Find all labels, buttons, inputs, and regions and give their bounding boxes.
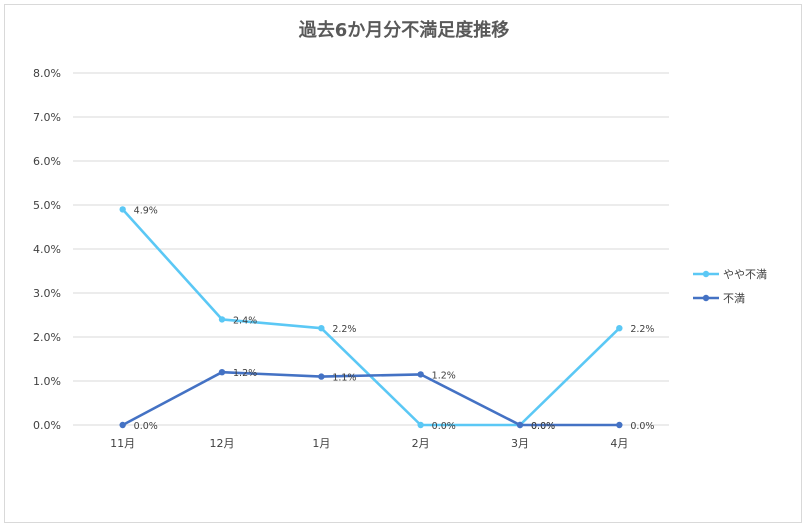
data-label: 0.0% <box>134 421 158 432</box>
y-tick-label: 1.0% <box>33 375 61 388</box>
data-label: 4.9% <box>134 205 158 216</box>
data-label: 1.2% <box>233 368 257 379</box>
data-point <box>119 206 126 213</box>
data-label: 1.2% <box>432 370 456 381</box>
data-point <box>516 421 524 429</box>
data-label: 0.0% <box>531 421 555 432</box>
x-tick-label: 2月 <box>412 437 430 450</box>
y-tick-label: 4.0% <box>33 243 61 256</box>
data-label: 0.0% <box>630 421 654 432</box>
data-label: 2.4% <box>233 315 257 326</box>
data-point <box>218 369 226 376</box>
data-label: 2.2% <box>630 324 654 335</box>
series-line-1 <box>121 208 621 427</box>
data-point <box>318 373 325 380</box>
data-label: 1.1% <box>332 373 356 384</box>
y-tick-label: 2.0% <box>33 331 61 344</box>
data-point <box>616 325 623 332</box>
data-label: 0.0% <box>432 421 456 432</box>
x-tick-label: 3月 <box>511 437 529 450</box>
y-tick-label: 7.0% <box>33 111 61 124</box>
data-label: 0.0% <box>531 421 555 432</box>
legend-label: 不満 <box>723 292 745 305</box>
data-point <box>417 421 424 429</box>
y-tick-label: 6.0% <box>33 155 61 168</box>
legend-label: やや不満 <box>723 268 767 281</box>
x-tick-label: 12月 <box>210 437 235 450</box>
x-tick-label: 1月 <box>312 437 330 450</box>
data-point <box>218 316 226 323</box>
data-point <box>417 371 424 378</box>
data-point <box>318 325 325 332</box>
data-point <box>616 421 623 429</box>
x-tick-label: 11月 <box>110 437 135 450</box>
y-tick-label: 0.0% <box>33 419 61 432</box>
legend-marker <box>702 270 710 278</box>
chart-frame <box>4 4 802 523</box>
data-point <box>119 421 126 429</box>
legend-marker <box>702 294 710 302</box>
chart-title: 過去6か月分不満足度推移 <box>298 20 510 41</box>
y-tick-label: 8.0% <box>33 67 61 80</box>
series-line-2 <box>122 370 620 427</box>
y-tick-label: 5.0% <box>33 199 61 212</box>
x-tick-label: 4月 <box>610 437 628 450</box>
y-tick-label: 3.0% <box>33 287 61 300</box>
data-label: 2.2% <box>332 324 356 335</box>
